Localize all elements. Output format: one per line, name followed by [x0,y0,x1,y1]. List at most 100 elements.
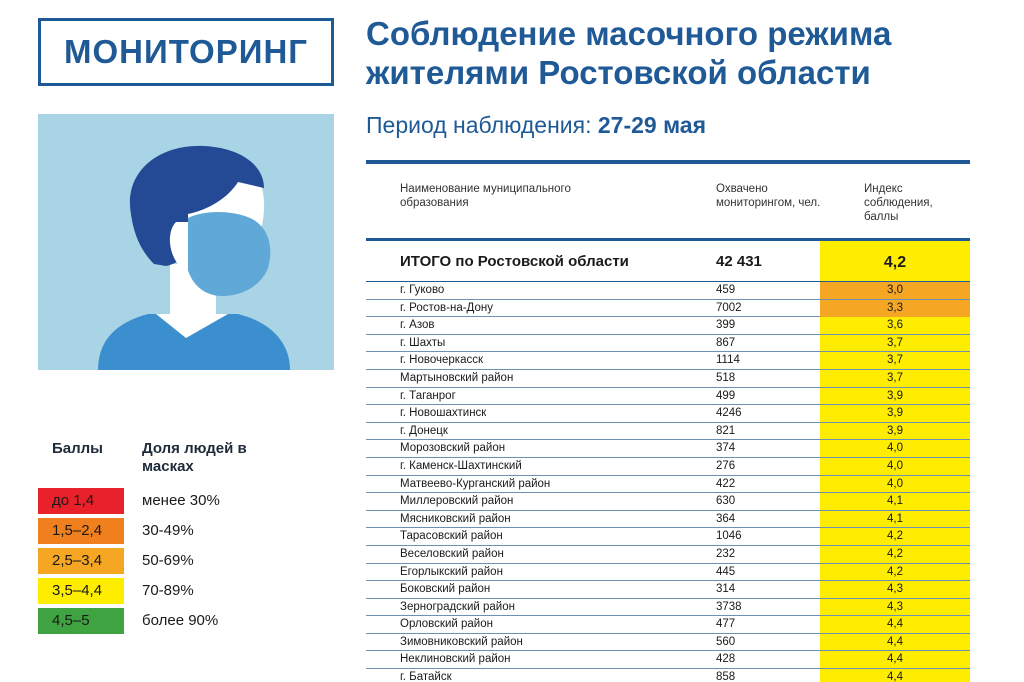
municipality-name: Орловский район [400,618,493,631]
compliance-index: 4,0 [887,459,903,472]
table-row: г. Каменск-Шахтинский 276 4,0 [366,458,970,476]
compliance-index: 3,9 [887,389,903,402]
period-dates: 27-29 мая [597,112,706,138]
monitored-count: 364 [716,512,736,525]
compliance-index: 3,7 [887,336,903,349]
monitored-count: 477 [716,618,736,631]
legend-swatch-orange: 1,5–2,4 [38,518,124,544]
legend-share: менее 30% [142,492,220,509]
municipality-name: г. Азов [400,319,435,332]
table-row: г. Шахты 867 3,7 [366,335,970,353]
municipality-name: г. Донецк [400,424,448,437]
legend-score-header: Баллы [52,440,103,457]
municipality-name: г. Гуково [400,284,445,296]
table-header: Наименование муниципального образования … [366,164,970,238]
legend-share: 50-69% [142,552,194,569]
legend-row-amber: 2,5–3,4 50-69% [38,548,334,578]
monitored-count: 4246 [716,407,742,420]
compliance-index: 4,0 [887,477,903,490]
monitored-count: 867 [716,336,736,349]
period-label: Период наблюдения: [366,112,592,138]
legend-header: Баллы Доля людей в масках [38,440,334,488]
municipality-name: Мясниковский район [400,512,511,525]
table-row: Егорлыкский район 445 4,2 [366,564,970,582]
compliance-index: 4,2 [887,547,903,560]
monitored-count: 232 [716,547,736,560]
legend-share: 30-49% [142,522,194,539]
municipality-name: Боковский район [400,583,491,596]
legend-row-red: до 1,4 менее 30% [38,488,334,518]
legend-swatch-red: до 1,4 [38,488,124,514]
legend-share: 70-89% [142,582,194,599]
municipality-name: г. Ростов-на-Дону [400,301,493,314]
table-row: Мясниковский район 364 4,1 [366,511,970,529]
monitored-count: 399 [716,319,736,332]
monitored-count: 276 [716,459,736,472]
table-row: Зимовниковский район 560 4,4 [366,634,970,652]
column-header-name: Наименование муниципального образования [400,183,571,209]
municipality-name: Матвеево-Курганский район [400,477,551,490]
monitoring-badge: МОНИТОРИНГ [38,18,334,86]
monitored-count: 821 [716,424,736,437]
observation-period: Период наблюдения: 27-29 мая [366,110,706,140]
municipality-name: Зимовниковский район [400,635,523,648]
table-row: г. Донецк 821 3,9 [366,423,970,441]
table-row: Мартыновский район 518 3,7 [366,370,970,388]
table-row: Веселовский район 232 4,2 [366,546,970,564]
table-row: г. Новошахтинск 4246 3,9 [366,405,970,423]
table-row: г. Азов 399 3,6 [366,317,970,335]
total-index: 4,2 [883,254,907,271]
municipality-name: Морозовский район [400,442,506,455]
legend-share-header: Доля людей в масках [142,440,247,475]
legend-swatch-yellow: 3,5–4,4 [38,578,124,604]
table-row: г. Батайск 858 4,4 [366,669,970,682]
compliance-index: 4,4 [887,618,903,631]
table-row: Тарасовский район 1046 4,2 [366,528,970,546]
compliance-index: 3,9 [887,424,903,437]
compliance-index: 3,6 [887,319,903,332]
municipality-name: Тарасовский район [400,530,503,543]
compliance-index: 3,0 [820,282,970,299]
compliance-index: 4,2 [887,530,903,543]
monitored-count: 3738 [716,600,742,613]
title-line-2: жителями Ростовской области [366,54,871,91]
municipality-name: Зерноградский район [400,600,515,613]
compliance-index: 4,4 [887,635,903,648]
monitored-count: 560 [716,635,736,648]
table-row: Зерноградский район 3738 4,3 [366,599,970,617]
municipality-name: г. Таганрог [400,389,456,402]
table-row: г. Таганрог 499 3,9 [366,388,970,406]
title-line-1: Соблюдение масочного режима [366,15,892,52]
monitored-count: 499 [716,389,736,402]
municipality-name: Веселовский район [400,547,504,560]
municipality-name: г. Новочеркасск [400,354,483,367]
table-row: Неклиновский район 428 4,4 [366,651,970,670]
compliance-index: 3,9 [887,407,903,420]
table-top-rule [366,160,970,164]
table-row: Морозовский район 374 4,0 [366,440,970,458]
compliance-index: 3,7 [887,354,903,367]
table-row: Боковский район 314 4,3 [366,581,970,599]
legend-swatch-amber: 2,5–3,4 [38,548,124,574]
municipality-name: Миллеровский район [400,495,514,508]
municipality-name: Егорлыкский район [400,565,503,578]
table-row: Матвеево-Курганский район 422 4,0 [366,476,970,494]
table-row: Миллеровский район 630 4,1 [366,493,970,511]
table-header-rule [366,238,970,241]
total-name: ИТОГО по Ростовской области [400,253,629,270]
compliance-index: 3,3 [820,299,970,317]
table-body: г. Гуково 459 3,0 г. Ростов-на-Дону 7002 3,3 г… [366,282,970,682]
legend-row-green: 4,5–5 более 90% [38,608,334,638]
compliance-index: 4,3 [887,583,903,596]
monitored-count: 518 [716,371,736,384]
monitored-count: 374 [716,442,736,455]
table-row: г. Ростов-на-Дону 7002 3,3 [366,299,970,318]
compliance-index: 4,1 [887,512,903,525]
compliance-index: 4,3 [887,600,903,613]
municipality-name: г. Каменск-Шахтинский [400,459,522,472]
monitored-count: 422 [716,477,736,490]
monitored-count: 314 [716,583,736,596]
page-title: Соблюдение масочного режима жителями Рос… [366,14,1006,92]
monitored-count: 1114 [716,354,740,367]
municipality-name: Мартыновский район [400,371,514,384]
